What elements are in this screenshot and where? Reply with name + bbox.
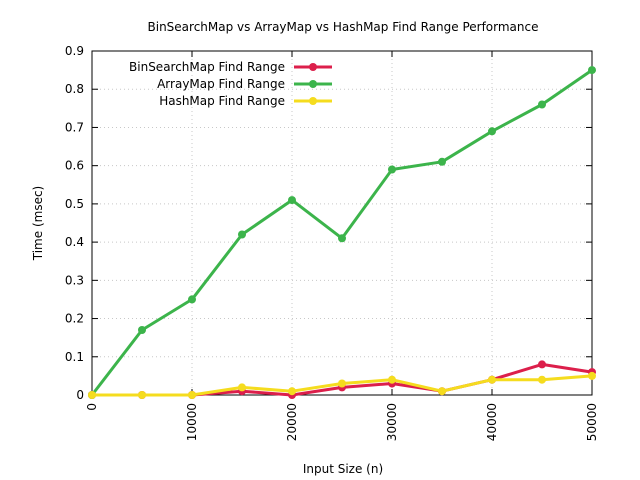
- legend-label: HashMap Find Range: [159, 94, 285, 108]
- data-point: [338, 379, 346, 388]
- y-tick-label: 0.1: [65, 350, 84, 364]
- chart-title: BinSearchMap vs ArrayMap vs HashMap Find…: [148, 20, 539, 34]
- data-point: [388, 375, 396, 384]
- data-point: [188, 391, 196, 399]
- y-tick-label: 0.9: [65, 44, 84, 58]
- data-point: [188, 295, 196, 304]
- y-tick-label: 0.7: [65, 120, 84, 134]
- y-tick-label: 0.5: [65, 197, 84, 211]
- x-tick-label: 40000: [485, 403, 499, 441]
- data-point: [438, 157, 446, 166]
- x-tick-label: 10000: [185, 403, 199, 441]
- data-point: [138, 326, 146, 334]
- legend-marker: [309, 80, 317, 88]
- data-point: [588, 371, 596, 380]
- legend-label: BinSearchMap Find Range: [129, 60, 285, 74]
- data-point: [88, 391, 96, 399]
- data-point: [288, 387, 296, 396]
- x-tick-label: 30000: [385, 403, 399, 441]
- data-point: [388, 165, 396, 174]
- data-point: [238, 230, 246, 239]
- grid: [92, 51, 592, 395]
- y-axis-label: Time (msec): [31, 186, 45, 261]
- y-tick-label: 0.3: [65, 273, 84, 287]
- data-point: [438, 387, 446, 396]
- legend: BinSearchMap Find Range ArrayMap Find Ran…: [129, 60, 332, 108]
- data-point: [488, 375, 496, 384]
- data-point: [488, 127, 496, 136]
- data-point: [288, 196, 296, 205]
- data-point: [538, 100, 546, 109]
- x-axis-label: Input Size (n): [303, 462, 383, 476]
- data-point: [588, 66, 596, 75]
- series-layer: [88, 66, 596, 399]
- axis-ticks: 0 0.1 0.2 0.3 0.4 0.5 0.6 0.7 0.8 0.9 0 10000 20000 3…: [65, 44, 599, 441]
- y-tick-label: 0.4: [65, 235, 84, 249]
- data-point: [338, 234, 346, 243]
- x-tick-label: 0: [85, 403, 99, 411]
- legend-marker: [309, 63, 317, 71]
- y-tick-label: 0: [76, 388, 84, 402]
- data-point: [238, 383, 246, 392]
- series-line: [90, 68, 593, 396]
- plot-frame: [91, 50, 593, 396]
- legend-marker: [309, 97, 317, 105]
- data-point: [138, 391, 146, 399]
- series-2: [88, 66, 596, 399]
- x-tick-label: 20000: [285, 403, 299, 441]
- data-point: [538, 375, 546, 384]
- series-3: [88, 371, 596, 399]
- y-tick-label: 0.8: [65, 82, 84, 96]
- legend-label: ArrayMap Find Range: [157, 77, 285, 91]
- y-tick-label: 0.6: [65, 159, 84, 173]
- y-tick-label: 0.2: [65, 312, 84, 326]
- data-point: [538, 360, 546, 369]
- x-tick-label: 50000: [585, 403, 599, 441]
